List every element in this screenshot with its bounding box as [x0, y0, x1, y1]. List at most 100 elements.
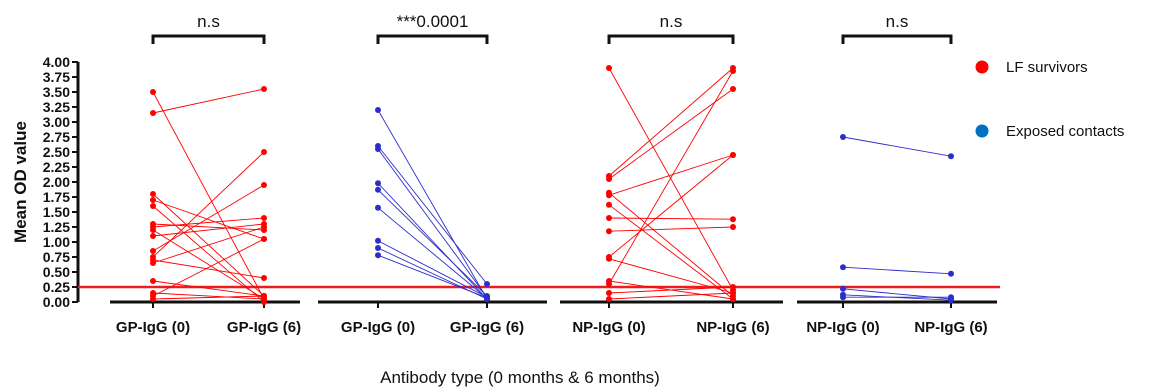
data-point [840, 294, 846, 301]
significance-bracket [376, 34, 489, 44]
x-axis-title: Antibody type (0 months & 6 months) [380, 368, 660, 387]
y-tick-label: 0.00 [43, 294, 70, 310]
x-tick-label: GP-IgG (6) [227, 319, 301, 336]
data-point [484, 281, 490, 287]
pair-line [152, 238, 265, 297]
data-point [375, 186, 381, 193]
data-point [375, 245, 381, 251]
significance-bracket [151, 34, 266, 44]
y-tick-label: 0.25 [43, 279, 70, 295]
x-tick-label: NP-IgG (0) [572, 319, 645, 336]
y-tick-label: 1.25 [43, 219, 70, 235]
data-point [948, 294, 954, 301]
pair-line [152, 226, 265, 264]
pair-line [608, 67, 734, 291]
data-point [150, 110, 156, 116]
data-point [261, 149, 267, 155]
data-point [150, 197, 156, 203]
pair-line [608, 217, 734, 220]
x-tick-label: GP-IgG (6) [450, 319, 524, 336]
data-point [375, 252, 381, 259]
data-point [375, 146, 381, 152]
data-point [375, 107, 381, 113]
pair-line [152, 199, 265, 240]
data-point [261, 293, 267, 299]
x-tick-label: NP-IgG (6) [914, 319, 987, 336]
pair-line [377, 148, 488, 298]
legend: LF survivors Exposed contacts [975, 59, 1124, 140]
data-point [606, 192, 612, 199]
data-point [730, 296, 736, 302]
significance-label: n.s [886, 12, 909, 31]
significance-label: n.s [197, 12, 220, 31]
pair-line [152, 229, 265, 300]
pair-line [152, 91, 265, 300]
data-point [261, 236, 267, 242]
y-tick-label: 2.00 [43, 174, 70, 190]
significance-bracket [607, 34, 735, 44]
pair-line [842, 136, 952, 157]
y-tick-label: 2.25 [43, 159, 70, 175]
data-point [730, 152, 736, 158]
data-point [606, 255, 612, 262]
data-point [730, 284, 736, 290]
data-point [948, 270, 954, 277]
pair-line [608, 70, 734, 285]
data-point [150, 233, 156, 239]
data-point [730, 290, 736, 296]
pair-line [608, 192, 734, 297]
series-layer [150, 65, 954, 305]
y-tick-label: 1.75 [43, 189, 70, 205]
pair-line [152, 217, 265, 228]
y-tick-label: 3.25 [43, 99, 70, 115]
legend-marker [975, 124, 989, 138]
pair-line [377, 182, 488, 300]
pair-line [608, 67, 734, 177]
data-point [606, 228, 612, 235]
pair-line [608, 88, 734, 180]
data-point [606, 176, 612, 182]
pair-line [377, 207, 488, 299]
data-point [150, 260, 156, 266]
data-point [840, 134, 846, 140]
y-tick-label: 0.50 [43, 264, 70, 280]
data-point [375, 237, 381, 244]
data-point [730, 68, 736, 74]
pair-line [608, 154, 734, 258]
data-point [730, 224, 736, 230]
data-point [840, 264, 846, 271]
data-point [606, 281, 612, 287]
pair-line [152, 223, 265, 237]
data-point [484, 294, 490, 301]
y-tick-label: 3.75 [43, 69, 70, 85]
pair-line [377, 254, 488, 299]
y-tick-label: 1.00 [43, 234, 70, 250]
pair-line [608, 286, 734, 294]
pair-line [608, 292, 734, 300]
data-point [150, 248, 156, 254]
pair-line [152, 223, 265, 231]
data-point [261, 182, 267, 188]
pair-line [608, 154, 734, 196]
data-point [261, 224, 267, 230]
y-tick-label: 1.50 [43, 204, 70, 220]
data-point [375, 180, 381, 187]
data-point [606, 290, 612, 296]
y-tick-label: 0.75 [43, 249, 70, 265]
data-point [840, 285, 846, 292]
pair-line [377, 145, 488, 285]
pair-line [608, 204, 734, 300]
data-point [606, 215, 612, 221]
x-tick-label: GP-IgG (0) [341, 319, 415, 336]
data-point [948, 153, 954, 160]
pair-line [377, 240, 488, 298]
data-point [375, 204, 381, 211]
y-tick-label: 3.00 [43, 114, 70, 130]
y-tick-label: 4.00 [43, 54, 70, 70]
data-point [150, 278, 156, 284]
pair-line [377, 109, 488, 300]
pair-line [842, 266, 952, 275]
pair-line [152, 259, 265, 279]
pair-line [608, 226, 734, 232]
